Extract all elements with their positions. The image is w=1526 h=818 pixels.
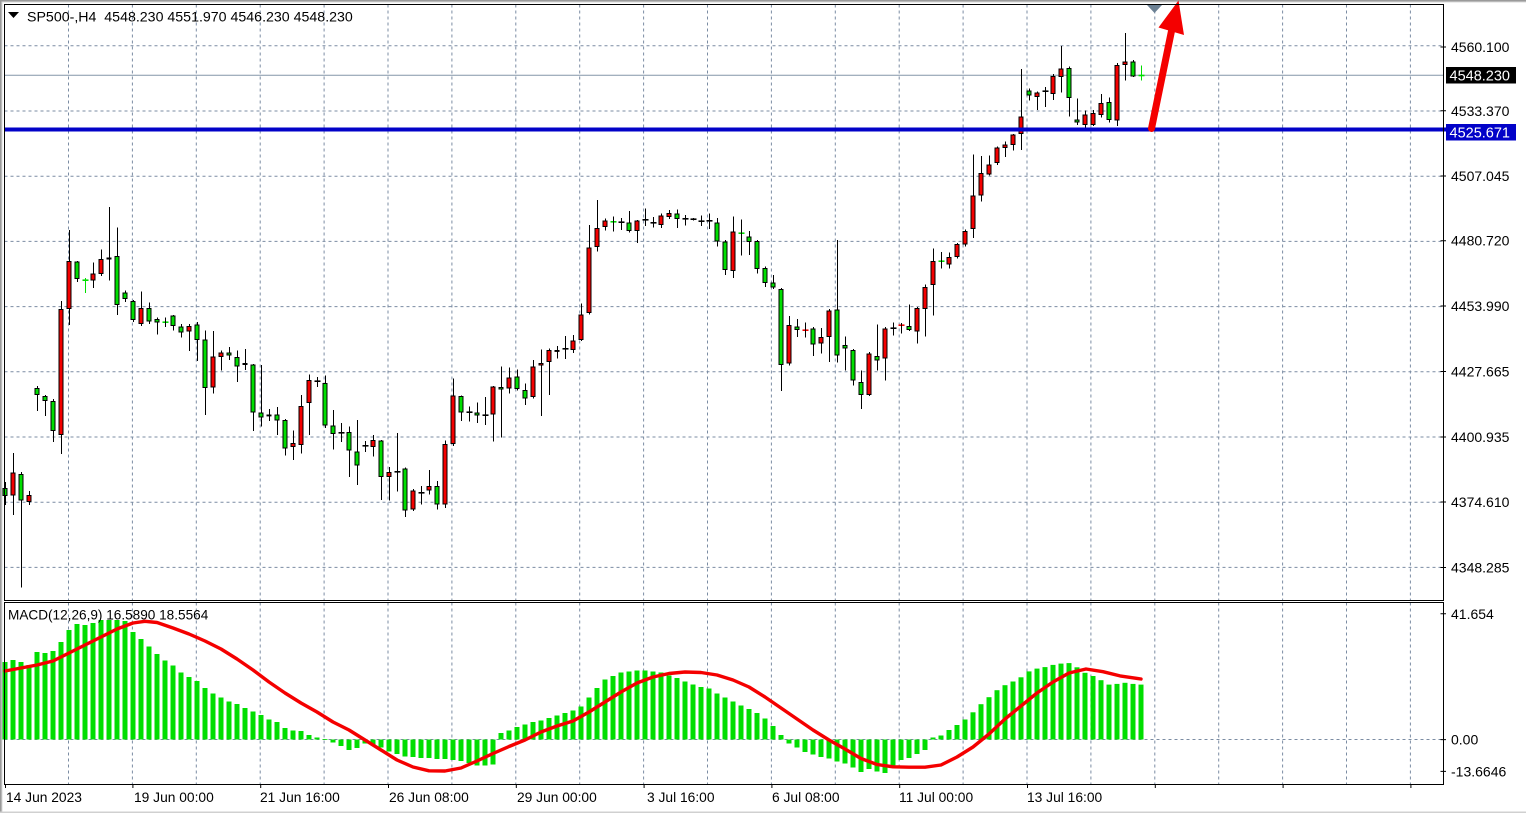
svg-text:4348.285: 4348.285 bbox=[1451, 560, 1510, 576]
svg-text:13 Jul 16:00: 13 Jul 16:00 bbox=[1027, 790, 1103, 805]
svg-text:29 Jun 00:00: 29 Jun 00:00 bbox=[517, 790, 597, 805]
svg-text:SP500-,H4 4548.230 4551.970 4: SP500-,H4 4548.230 4551.970 4546.230 454… bbox=[27, 9, 353, 25]
svg-text:4427.665: 4427.665 bbox=[1451, 364, 1510, 380]
svg-text:4548.230: 4548.230 bbox=[1450, 69, 1510, 85]
svg-text:4533.370: 4533.370 bbox=[1451, 103, 1510, 119]
svg-text:4453.990: 4453.990 bbox=[1451, 298, 1510, 314]
svg-text:MACD(12,26,9) 16.5890 18.5564: MACD(12,26,9) 16.5890 18.5564 bbox=[8, 608, 209, 623]
svg-text:4560.100: 4560.100 bbox=[1451, 39, 1510, 55]
svg-text:19 Jun 00:00: 19 Jun 00:00 bbox=[134, 790, 214, 805]
svg-text:4525.671: 4525.671 bbox=[1450, 126, 1510, 142]
svg-text:0.00: 0.00 bbox=[1451, 732, 1478, 748]
svg-text:41.654: 41.654 bbox=[1451, 606, 1494, 622]
svg-text:4374.610: 4374.610 bbox=[1451, 494, 1510, 510]
svg-text:3 Jul 16:00: 3 Jul 16:00 bbox=[647, 790, 715, 805]
svg-text:4480.720: 4480.720 bbox=[1451, 233, 1510, 249]
svg-text:26 Jun 08:00: 26 Jun 08:00 bbox=[389, 790, 469, 805]
svg-text:6 Jul 08:00: 6 Jul 08:00 bbox=[772, 790, 840, 805]
svg-text:4400.935: 4400.935 bbox=[1451, 429, 1510, 445]
svg-text:11 Jul 00:00: 11 Jul 00:00 bbox=[899, 790, 973, 805]
svg-text:14 Jun 2023: 14 Jun 2023 bbox=[6, 790, 82, 805]
svg-text:4507.045: 4507.045 bbox=[1451, 168, 1510, 184]
svg-text:21 Jun 16:00: 21 Jun 16:00 bbox=[260, 790, 340, 805]
svg-text:-13.6646: -13.6646 bbox=[1451, 763, 1506, 779]
